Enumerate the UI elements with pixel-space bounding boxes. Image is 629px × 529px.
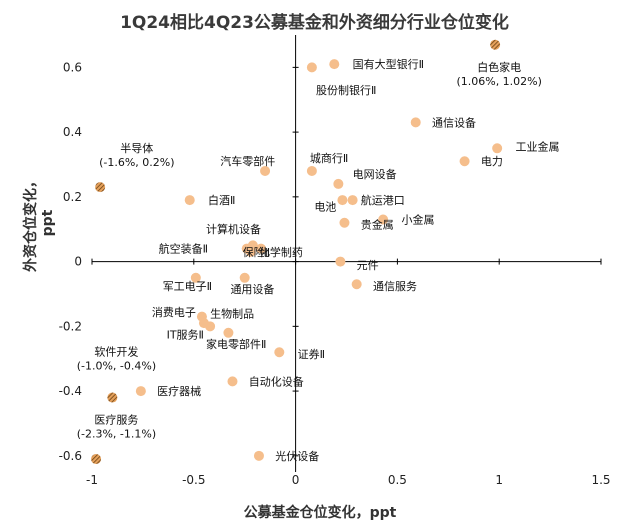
data-label: 自动化设备	[249, 374, 304, 388]
data-point	[306, 62, 317, 73]
data-label: 医疗器械	[157, 384, 201, 398]
data-label: 小金属	[401, 213, 434, 227]
data-label: 通用设备	[230, 282, 274, 296]
data-label: 城商行Ⅱ	[310, 151, 348, 165]
axes: -1 -0.5 0 0.5 1 1.5 -0.6 -0.4 -0.2 0 0.2 0.4 0.6	[59, 35, 611, 487]
data-point	[239, 272, 250, 283]
data-label: 家电零部件Ⅱ	[206, 337, 266, 351]
y-tick-label: 0.4	[63, 125, 82, 139]
data-point	[245, 246, 256, 257]
data-point	[459, 156, 470, 167]
highlight-sublabel: (1.06%, 1.02%)	[456, 75, 541, 88]
x-tick-label: 0.5	[388, 473, 407, 487]
data-label: 军工电子Ⅱ	[163, 280, 212, 293]
data-label: 航空装备Ⅱ	[159, 242, 208, 256]
data-label: 元件	[357, 259, 379, 272]
data-label: 通信设备	[432, 115, 476, 129]
y-tick-label: 0.2	[63, 190, 82, 204]
data-point	[347, 195, 358, 206]
data-label: 电池	[314, 201, 336, 214]
y-tick-label: -0.2	[59, 319, 82, 333]
y-tick-label: 0.6	[63, 60, 82, 74]
data-point	[190, 272, 201, 283]
data-label: 通信服务	[373, 280, 417, 293]
x-axis-title: 公募基金仓位变化，ppt	[243, 505, 397, 521]
data-point	[410, 117, 421, 128]
highlight-label: 医疗服务	[94, 413, 138, 427]
highlight-label: 半导体	[120, 141, 153, 155]
x-tick-label: 0	[292, 473, 300, 487]
data-point	[329, 59, 340, 70]
data-point	[205, 321, 216, 332]
chart-title: 1Q24相比4Q23公募基金和外资细分行业仓位变化	[120, 13, 509, 33]
data-point	[184, 195, 195, 206]
y-tick-label: -0.6	[59, 449, 82, 463]
data-point	[337, 195, 348, 206]
data-point	[335, 256, 346, 267]
y-tick-label: -0.4	[59, 384, 82, 398]
data-point	[253, 450, 264, 461]
x-tick-label: 1.5	[591, 473, 610, 487]
data-point	[339, 217, 350, 228]
data-point	[351, 279, 362, 290]
data-point	[135, 386, 146, 397]
data-points	[91, 39, 503, 465]
data-point	[492, 143, 503, 154]
highlight-point	[91, 454, 102, 465]
highlight-point	[107, 392, 118, 403]
data-label: 白酒Ⅱ	[208, 193, 235, 207]
data-label: 化学制药	[259, 245, 303, 259]
data-label: 计算机设备	[206, 222, 261, 236]
data-label: IT服务Ⅱ	[167, 328, 204, 341]
data-label: 证券Ⅱ	[298, 347, 325, 361]
data-label: 工业金属	[515, 140, 559, 154]
highlight-point	[490, 39, 501, 50]
data-point	[333, 178, 344, 189]
data-label: 电网设备	[353, 167, 397, 181]
highlight-sublabel: (-1.0%, -0.4%)	[77, 360, 156, 373]
data-point	[223, 327, 234, 338]
data-label: 光伏设备	[275, 449, 319, 463]
highlight-sublabel: (-1.6%, 0.2%)	[99, 156, 174, 169]
x-tick-label: -1	[86, 473, 98, 487]
x-tick-label: -0.5	[182, 473, 205, 487]
data-label: 生物制品	[210, 306, 254, 320]
data-label: 股份制银行Ⅱ	[316, 83, 376, 97]
data-point	[378, 214, 389, 225]
data-point	[306, 165, 317, 176]
data-point	[255, 243, 266, 254]
data-point	[274, 347, 285, 358]
data-label: 消费电子	[152, 305, 196, 319]
y-axis-title: 外资仓位变化，ppt	[23, 174, 56, 272]
data-label: 汽车零部件	[220, 154, 275, 168]
x-tick-label: 1	[495, 473, 503, 487]
data-label: 航运港口	[361, 193, 405, 207]
y-tick-label: 0	[74, 255, 82, 269]
highlight-label: 白色家电	[477, 60, 521, 74]
highlight-point	[95, 182, 106, 193]
data-label: 电力	[481, 155, 503, 168]
data-point	[260, 165, 271, 176]
data-label: 保险Ⅱ	[243, 245, 270, 259]
highlight-label: 软件开发	[94, 345, 138, 359]
data-label: 国有大型银行Ⅱ	[353, 57, 424, 71]
highlight-sublabel: (-2.3%, -1.1%)	[77, 428, 156, 441]
data-label: 贵金属	[361, 217, 394, 231]
data-point	[227, 376, 238, 387]
